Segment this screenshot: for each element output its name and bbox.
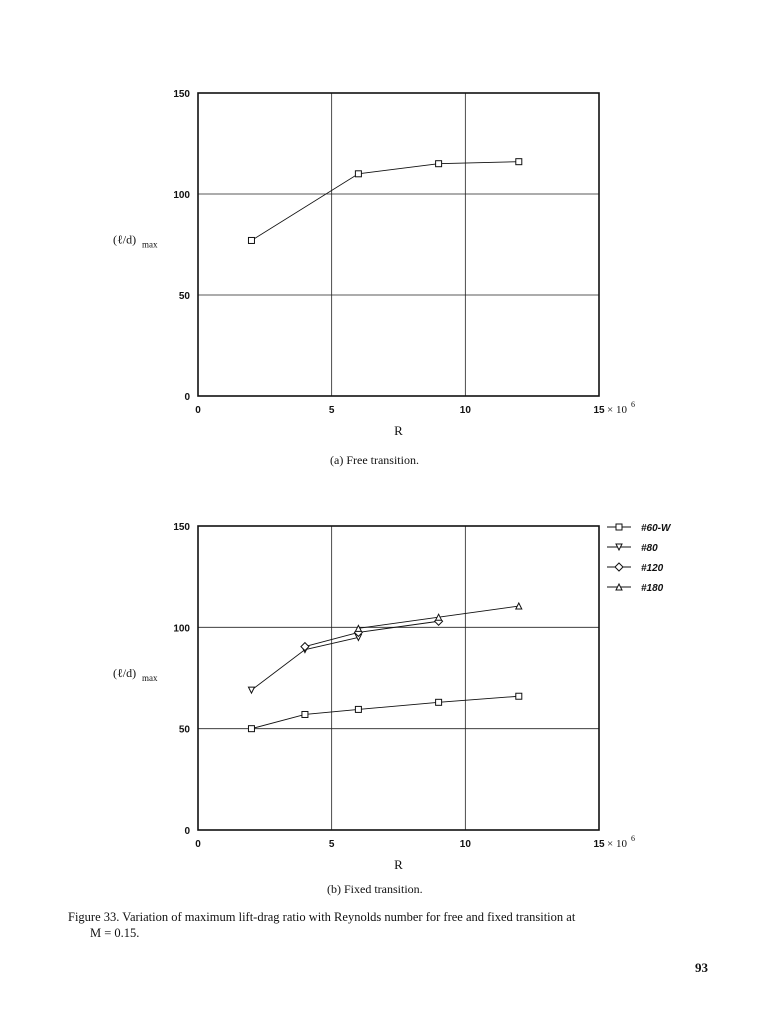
chart-a-x-multiplier-exponent: 6 [631, 400, 635, 409]
chart-b-legend-marker-1 [615, 543, 623, 552]
chart-b-series-0-point [247, 725, 255, 733]
chart-b-ytick-label: 150 [173, 522, 190, 533]
chart-b-series-0-point [301, 710, 309, 718]
chart-b-ytick-label: 50 [179, 725, 191, 736]
chart-a-ytick-label: 50 [179, 291, 191, 302]
chart-fixed-transition: 0 5 10 15 × 10 6 0 50 100 150 R (ℓ/d) max #60-W #80 #12… [113, 522, 672, 872]
chart-b-y-axis-label-subscript: max [142, 673, 158, 683]
chart-b-legend-marker-2 [614, 562, 624, 572]
chart-b-ytick-label: 100 [173, 623, 190, 634]
chart-a-y-axis-label-subscript: max [142, 240, 158, 250]
chart-b-series-3-point [354, 624, 363, 632]
chart-b-x-axis-label: R [394, 857, 403, 872]
page-number: 93 [695, 960, 708, 975]
chart-b-series-2-line [304, 620, 439, 648]
chart-a-series-0-point [515, 158, 523, 166]
chart-b-legend-marker-0 [615, 523, 623, 531]
chart-b-series-0-point [515, 692, 523, 700]
chart-b-caption: (b) Fixed transition. [327, 882, 423, 896]
chart-a-ytick-label: 150 [173, 89, 190, 100]
chart-a-x-multiplier: × 10 [607, 404, 627, 416]
chart-b-series-2-point [300, 641, 310, 652]
chart-a-series-0-point [435, 160, 443, 168]
figure-label: Figure 33. [68, 910, 120, 924]
chart-b-series-3-point [514, 601, 523, 610]
chart-a-caption: (a) Free transition. [330, 453, 419, 467]
chart-free-transition: 0 5 10 15 × 10 6 0 50 100 150 R (ℓ/d) max [113, 89, 635, 438]
chart-a-y-axis-label: (ℓ/d) [113, 233, 136, 247]
chart-b-legend-label-2: #120 [641, 563, 664, 574]
chart-b-ytick-label: 0 [184, 826, 190, 837]
chart-b-xtick-label: 0 [195, 839, 201, 850]
chart-b-series-3-point [434, 613, 443, 621]
figure-text-continuation: M = 0.15. [90, 926, 140, 940]
chart-b-series-0-point [435, 698, 443, 706]
chart-b-legend-marker-3 [615, 582, 623, 591]
chart-b-x-multiplier-exponent: 6 [631, 834, 635, 843]
chart-b-xtick-label: 10 [460, 839, 472, 850]
figure-caption: Figure 33. Variation of maximum lift-dra… [68, 909, 718, 941]
chart-a-xtick-label: 15 [593, 405, 605, 416]
chart-a-xtick-label: 10 [460, 405, 472, 416]
chart-b-xtick-label: 5 [329, 839, 335, 850]
chart-a-xtick-label: 5 [329, 405, 335, 416]
chart-a-series-0-line [251, 161, 519, 241]
chart-b-x-multiplier: × 10 [607, 838, 627, 850]
chart-b-plot-frame [197, 525, 600, 831]
chart-a-plot-frame [197, 92, 600, 397]
chart-b-y-axis-label: (ℓ/d) [113, 666, 136, 680]
chart-b-series-1-point [247, 686, 256, 695]
chart-a-ytick-label: 0 [184, 392, 190, 403]
chart-b-series-0-point [354, 705, 362, 713]
chart-b-legend-label-0: #60-W [641, 523, 672, 534]
chart-b-legend-label-3: #180 [641, 583, 664, 594]
chart-a-ytick-label: 100 [173, 190, 190, 201]
chart-a-xtick-label: 0 [195, 405, 201, 416]
chart-a-series-0-point [247, 236, 255, 244]
chart-a-x-axis-label: R [394, 423, 403, 438]
figure-text: Variation of maximum lift-drag ratio wit… [122, 910, 576, 924]
chart-b-xtick-label: 15 [593, 839, 605, 850]
chart-a-series-0-point [354, 170, 362, 178]
chart-b-series-0-line [251, 695, 519, 730]
chart-b-legend-label-1: #80 [641, 543, 658, 554]
